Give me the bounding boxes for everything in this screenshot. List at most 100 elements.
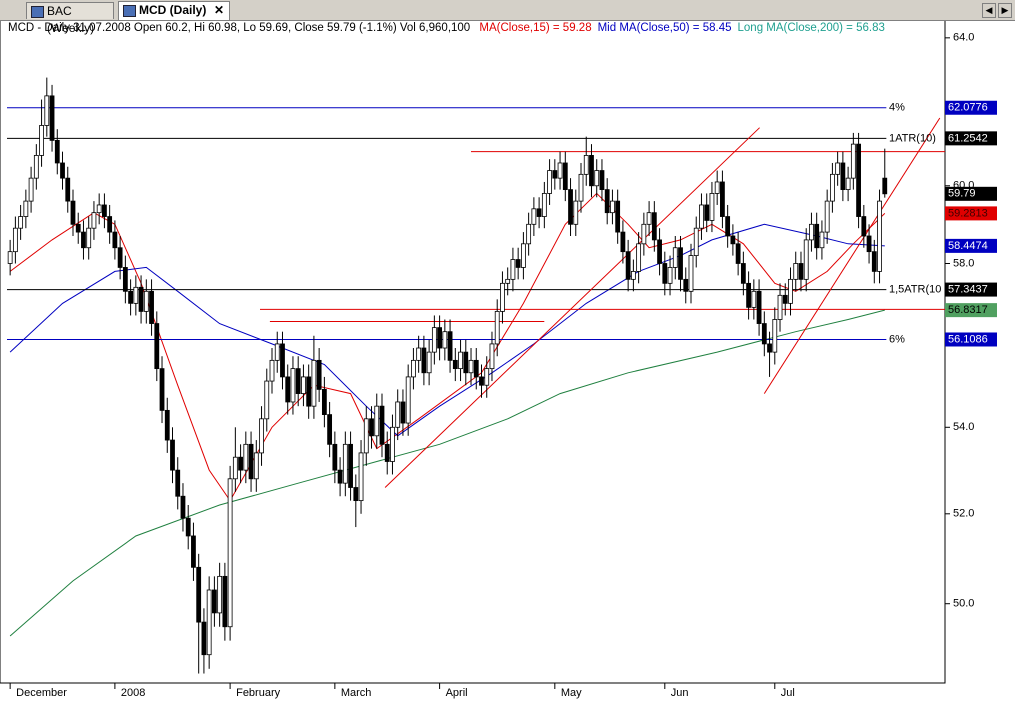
candle-body — [520, 243, 526, 268]
y-tick-label: 50.0 — [953, 598, 974, 610]
candle-body — [630, 271, 636, 280]
level-value: 62.0776 — [948, 102, 988, 114]
candle-body — [44, 95, 50, 126]
candle-body — [411, 359, 416, 378]
candle-body — [594, 170, 600, 187]
tab[interactable]: BAC (Weekly) — [26, 2, 114, 35]
level-value: 56.1086 — [948, 333, 988, 345]
candle-body — [180, 495, 186, 519]
candle-body — [473, 359, 479, 378]
candle-body — [332, 443, 338, 471]
candle-body — [107, 216, 113, 233]
candle-body — [253, 452, 259, 480]
candle-body — [416, 347, 422, 361]
candle-body — [557, 162, 563, 179]
candle-body — [369, 418, 374, 437]
close-icon[interactable]: ✕ — [213, 3, 224, 17]
candle-body — [306, 376, 312, 407]
candle-body — [651, 212, 657, 241]
candle-body — [479, 376, 484, 386]
candle-body — [688, 255, 694, 292]
candle-body — [112, 231, 118, 249]
y-tick-label: 52.0 — [953, 508, 974, 520]
candle-body — [547, 170, 552, 194]
candle-body — [133, 286, 139, 304]
value-box-label: 59.79 — [948, 188, 976, 200]
candle-body — [49, 95, 55, 141]
candle-body — [484, 368, 490, 386]
candle-body — [814, 223, 820, 249]
candle-body — [353, 487, 359, 502]
value-box-label: 56.8317 — [948, 304, 988, 316]
candle-body — [641, 223, 647, 245]
candle-body — [164, 409, 170, 441]
candle-body — [337, 469, 343, 484]
candle-body — [342, 443, 348, 484]
candle-body — [856, 143, 861, 217]
candle-body — [269, 359, 275, 382]
legend-entry: MA(Close,15) = 59.28 — [479, 22, 592, 34]
level-box — [945, 100, 997, 115]
candle-body — [232, 456, 238, 480]
candle-body — [421, 347, 427, 374]
candle-body — [238, 456, 243, 471]
candle-body — [850, 143, 856, 179]
candle-body — [222, 575, 228, 628]
scroll-left[interactable]: ◀ — [982, 3, 996, 18]
level-label: 4% — [889, 102, 905, 114]
candle-body — [578, 173, 584, 202]
level-box — [945, 282, 997, 297]
candle-body — [562, 162, 568, 191]
candle-body — [809, 223, 814, 241]
tab-icon — [31, 6, 44, 18]
candle-body — [65, 177, 71, 202]
candle-body — [28, 177, 34, 202]
candle-body — [646, 212, 652, 225]
candle-body — [259, 418, 264, 454]
candle-body — [589, 155, 594, 187]
candle-body — [211, 589, 217, 614]
chart-title: MCD - Daily 31.07.2008 Open 60.2, Hi 60.… — [8, 22, 471, 34]
value-box — [945, 303, 997, 318]
x-tick-label: April — [446, 687, 468, 699]
candle-body — [610, 200, 615, 214]
candle-body — [788, 278, 793, 304]
trend-line — [384, 127, 760, 488]
candle-body — [714, 181, 720, 194]
x-tick-label: March — [341, 687, 372, 699]
candle-body — [7, 251, 13, 264]
candle-body — [531, 208, 537, 225]
candle-body — [431, 327, 437, 353]
candle-body — [725, 216, 731, 237]
candle-body — [782, 294, 788, 304]
candle-body — [468, 359, 474, 374]
trend-line — [763, 117, 941, 394]
candle-body — [505, 278, 511, 284]
candle-body — [552, 170, 558, 179]
candle-body — [23, 200, 29, 217]
scroll-right[interactable]: ▶ — [998, 3, 1012, 18]
candle-body — [583, 155, 589, 175]
candle-body — [620, 231, 626, 253]
candle-body — [264, 380, 270, 420]
candle-body — [735, 243, 741, 264]
candle-body — [60, 162, 65, 179]
candle-body — [149, 290, 154, 324]
candle-body — [348, 443, 353, 488]
info-line: MCD - Daily 31.07.2008 Open 60.2, Hi 60.… — [8, 22, 938, 34]
candle-body — [861, 216, 867, 237]
candle-body — [374, 405, 380, 437]
candle-body — [877, 200, 882, 272]
candle-body — [426, 351, 432, 374]
candle-body — [871, 251, 877, 272]
candle-body — [824, 200, 830, 233]
tab-active[interactable]: MCD (Daily) ✕ — [118, 1, 230, 20]
candle-body — [316, 359, 322, 390]
plot-area — [0, 19, 946, 684]
candle-body — [510, 259, 516, 280]
candle-body — [845, 177, 851, 191]
candle-body — [81, 231, 86, 249]
candle-body — [683, 278, 689, 292]
value-box-label: 59.2813 — [948, 207, 988, 219]
candle-body — [154, 323, 160, 370]
